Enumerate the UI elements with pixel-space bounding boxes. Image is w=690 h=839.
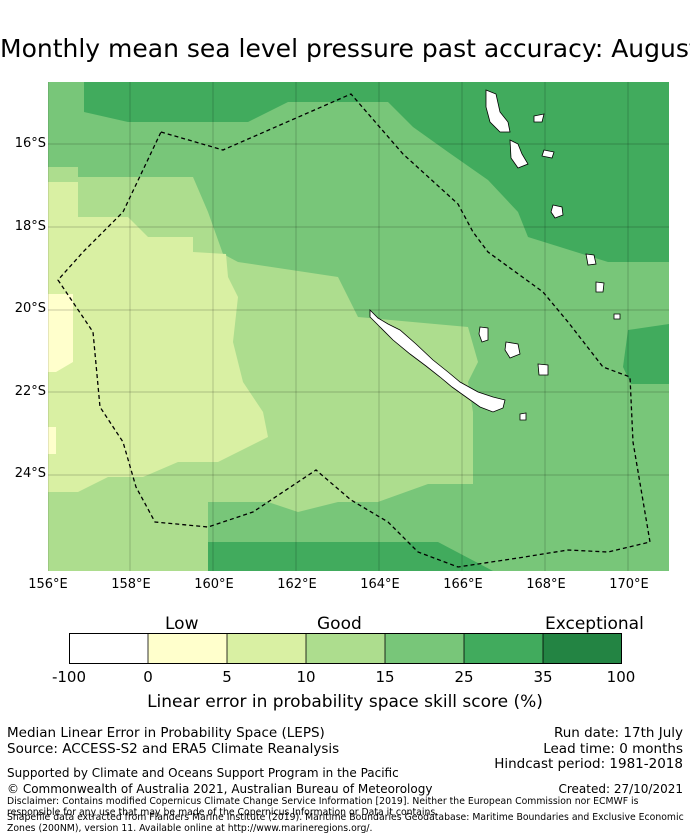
vanuatu-island-b [541, 149, 555, 159]
colorbar-tick: 5 [222, 668, 232, 686]
lat-label: 22°S [14, 384, 46, 399]
created-date: Created: 27/10/2021 [558, 782, 683, 796]
shapefile-credit: Shapefile data extracted from Flanders M… [7, 812, 684, 834]
colorbar-swatch [385, 633, 464, 664]
vanuatu-espiritu-santo [485, 89, 511, 133]
source-text: Source: ACCESS-S2 and ERA5 Climate Reana… [7, 741, 340, 757]
lon-label: 166°E [443, 577, 483, 592]
loyalty-island-1 [478, 326, 489, 343]
run-date: Run date: 17th July [553, 725, 683, 741]
method-text: Median Linear Error in Probability Space… [7, 725, 325, 741]
vanuatu-malekula [509, 139, 529, 169]
lat-label: 20°S [14, 301, 46, 316]
skill-map [48, 82, 669, 571]
vanuatu-aneityum [613, 313, 621, 320]
colorbar [69, 633, 622, 664]
loyalty-island-3 [537, 363, 549, 376]
zone-very-light-2 [48, 427, 56, 454]
colorbar-swatch [464, 633, 543, 664]
loyalty-island-2 [504, 341, 521, 359]
chart-title: Monthly mean sea level pressure past acc… [0, 34, 690, 63]
zone-high-north [84, 82, 669, 262]
lon-label: 168°E [526, 577, 566, 592]
colorbar-swatch [148, 633, 227, 664]
new-caledonia [369, 309, 506, 413]
vanuatu-efate [550, 204, 564, 219]
copyright-text: © Commonwealth of Australia 2021, Austra… [7, 782, 433, 796]
colorbar-tick: 10 [296, 668, 316, 686]
eez-boundary [57, 93, 651, 568]
category-exceptional: Exceptional [545, 614, 644, 634]
vanuatu-island-a [533, 113, 545, 123]
colorbar-swatch [306, 633, 385, 664]
colorbar-tick: 35 [533, 668, 553, 686]
hindcast-period: Hindcast period: 1981-2018 [494, 756, 683, 772]
lead-time: Lead time: 0 months [543, 741, 683, 757]
colorbar-tick: 100 [606, 668, 636, 686]
vanuatu-tanna [595, 281, 605, 293]
lon-label: 158°E [111, 577, 151, 592]
lon-label: 160°E [194, 577, 234, 592]
category-low: Low [165, 614, 199, 634]
lon-label: 162°E [277, 577, 317, 592]
colorbar-tick: 25 [454, 668, 474, 686]
colorbar-tick: 0 [143, 668, 153, 686]
lon-label: 170°E [609, 577, 649, 592]
colorbar-swatch [69, 633, 148, 664]
category-good: Good [317, 614, 362, 634]
lat-label: 18°S [14, 219, 46, 234]
colorbar-swatch [227, 633, 306, 664]
colorbar-frame [69, 633, 622, 664]
vanuatu-erromango [585, 253, 597, 266]
lat-label: 24°S [14, 466, 46, 481]
zone-high-east [623, 324, 669, 384]
colorbar-label: Linear error in probability space skill … [147, 692, 543, 712]
lat-label: 16°S [14, 136, 46, 151]
lon-label: 156°E [28, 577, 68, 592]
lon-label: 164°E [360, 577, 400, 592]
zone-high-south [208, 542, 493, 571]
isle-of-pines [519, 412, 527, 421]
zone-light [48, 182, 268, 492]
disclaimer-text: Disclaimer: Contains modified Copernicus… [7, 796, 639, 818]
graticule [48, 82, 669, 571]
colorbar-swatch [543, 633, 621, 664]
colorbar-tick: -100 [51, 668, 87, 686]
support-text: Supported by Climate and Oceans Support … [7, 766, 399, 780]
colorbar-tick: 15 [375, 668, 395, 686]
zone-very-light [48, 294, 73, 372]
